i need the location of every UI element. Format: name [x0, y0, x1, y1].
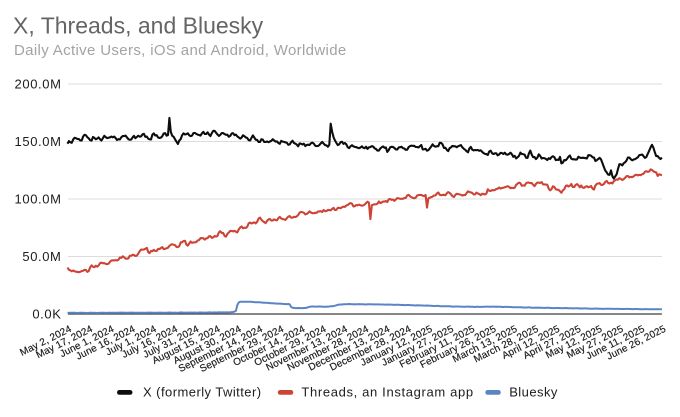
- svg-text:50.0M: 50.0M: [22, 249, 61, 264]
- svg-text:X (formerly Twitter): X (formerly Twitter): [143, 385, 262, 400]
- svg-text:Bluesky: Bluesky: [509, 385, 558, 400]
- svg-text:200.0M: 200.0M: [15, 77, 62, 92]
- svg-text:100.0M: 100.0M: [15, 192, 62, 207]
- svg-text:0.0K: 0.0K: [32, 307, 61, 322]
- svg-text:Threads, an Instagram app: Threads, an Instagram app: [301, 385, 473, 400]
- svg-text:X, Threads, and Bluesky: X, Threads, and Bluesky: [13, 12, 264, 38]
- svg-text:150.0M: 150.0M: [15, 134, 62, 149]
- svg-text:Daily Active Users, iOS and An: Daily Active Users, iOS and Android, Wor…: [14, 42, 347, 59]
